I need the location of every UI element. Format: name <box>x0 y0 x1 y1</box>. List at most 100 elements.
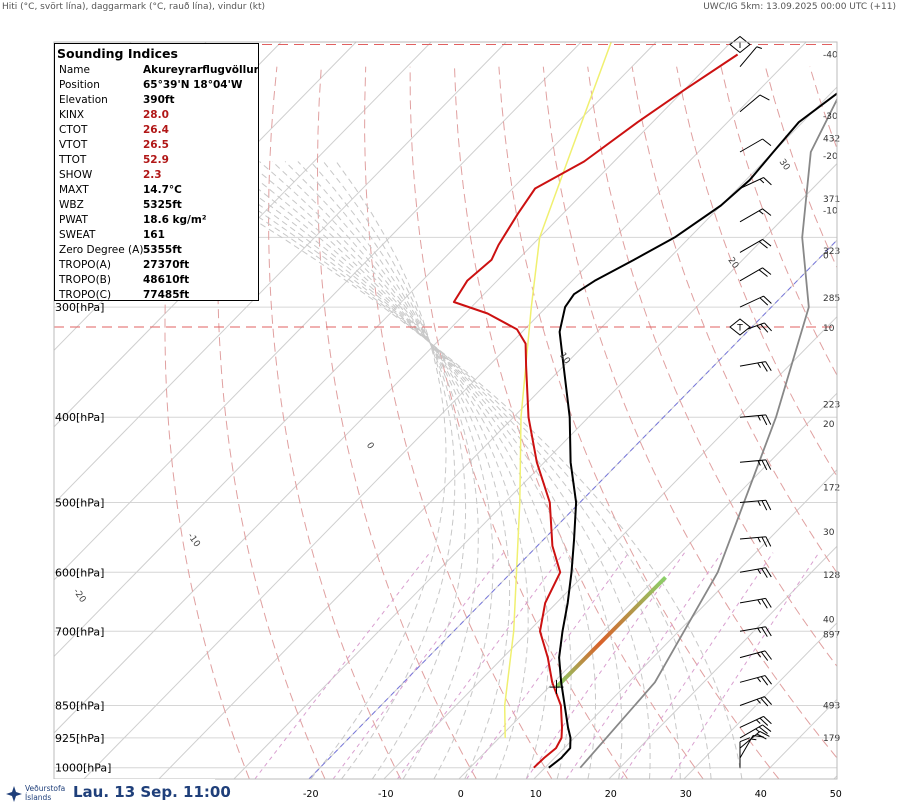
moist-adiabat-line <box>195 161 651 779</box>
mixing-ratio-line <box>332 552 504 779</box>
pressure-tick-label: 700[hPa] <box>55 625 104 638</box>
temperature-tick-label: 50 <box>830 789 842 800</box>
wind-barb <box>739 696 772 707</box>
index-row: TTOT 52.9 <box>57 153 258 168</box>
index-key: Zero Degree (A) <box>59 244 144 256</box>
isotherm-line <box>83 42 807 779</box>
index-value: 77485ft <box>143 289 190 301</box>
chart-caption: Hiti (°C, svört lína), daggarmark (°C, r… <box>2 2 266 12</box>
temperature-tick-label: 0 <box>458 789 464 800</box>
dry-adiabat-line <box>454 66 704 779</box>
right-axis-label: 179 <box>823 734 840 744</box>
index-row: TROPO(B) 48610ft <box>57 273 258 288</box>
isotherm-line <box>158 86 837 779</box>
mixing-ratio-line <box>620 552 774 779</box>
adiabat-label: 0 <box>364 441 376 452</box>
index-value: 5325ft <box>143 199 182 211</box>
wind-barb <box>739 238 772 253</box>
moist-adiabat-line <box>323 161 456 779</box>
index-value: 26.5 <box>143 139 169 151</box>
right-axis-label: 371 <box>823 195 840 205</box>
index-key: TTOT <box>59 154 87 166</box>
pressure-tick-label: 925[hPa] <box>55 732 104 745</box>
index-key: MAXT <box>59 184 89 196</box>
adiabat-label: 20 <box>725 256 740 271</box>
mixing-ratio-line <box>565 552 723 779</box>
wind-barb <box>739 177 772 189</box>
right-axis-label: 897 <box>823 631 840 641</box>
mixing-ratio-line <box>525 552 686 779</box>
wind-barb <box>739 267 772 282</box>
isotherm-line <box>533 469 837 779</box>
adiabat-label: 30 <box>777 157 792 172</box>
wind-barb <box>739 46 762 68</box>
moist-adiabat-line <box>284 161 494 779</box>
footer: Veðurstofa Íslands Lau. 13 Sep. 11:00 <box>0 779 231 808</box>
right-axis-label: 0 <box>823 251 829 261</box>
index-key: Name <box>59 64 90 76</box>
isotherm-line <box>608 545 837 779</box>
sounding-indices-panel: Sounding Indices Name Akureyrarflugvöllur… <box>54 43 259 301</box>
temperature-tick-label: -10 <box>378 789 394 800</box>
dry-adiabat-line <box>217 66 326 779</box>
logo-text: Veðurstofa Íslands <box>25 784 65 802</box>
right-axis-label: 432 <box>823 134 840 144</box>
isotherm-line <box>54 42 507 505</box>
right-axis-label: -30 <box>823 112 838 122</box>
wind-barb <box>739 459 772 471</box>
model-run-info: UWC/IG 5km: 13.09.2025 00:00 UTC (+11) <box>703 2 896 12</box>
wetbulb-zero-line <box>503 42 612 738</box>
wind-barb <box>739 414 772 426</box>
wind-barb <box>739 737 751 768</box>
pressure-tick-label: 500[hPa] <box>55 497 104 510</box>
wind-barb <box>739 208 772 223</box>
index-value: Akureyrarflugvöllur <box>143 64 259 76</box>
mixing-ratio-line <box>670 552 820 779</box>
moist-adiabat-line <box>259 161 529 779</box>
index-value: 26.4 <box>143 124 169 136</box>
index-row: Name Akureyrarflugvöllur <box>57 63 259 78</box>
temperature-tick-label: 20 <box>605 789 617 800</box>
dry-adiabat-line <box>268 66 402 779</box>
dewpoint-line <box>452 53 739 769</box>
index-key: PWAT <box>59 214 88 226</box>
index-row: PWAT 18.6 kg/m² <box>57 213 258 228</box>
index-row: KINX 28.0 <box>57 108 258 123</box>
wind-barb <box>739 295 772 308</box>
moist-adiabat-line <box>169 161 712 779</box>
panel-rows: Name Akureyrarflugvöllur Position 65°39'N 1… <box>57 63 259 303</box>
index-row: TROPO(C) 77485ft <box>57 288 258 303</box>
tropopause-label: T <box>736 324 743 334</box>
index-value: 65°39'N 18°04'W <box>143 79 243 91</box>
wind-barb <box>739 730 770 749</box>
index-row: SHOW 2.3 <box>57 168 258 183</box>
right-axis-label: 10 <box>823 324 835 334</box>
right-axis-label: 493 <box>823 702 840 712</box>
reference-line <box>308 239 837 779</box>
pressure-tick-label: 400[hPa] <box>55 411 104 424</box>
lift-segment <box>555 575 667 689</box>
adiabat-label: -10 <box>185 532 202 550</box>
right-axis-label: 20 <box>823 420 835 430</box>
wind-barb <box>739 724 772 739</box>
index-value: 48610ft <box>143 274 190 286</box>
panel-title: Sounding Indices <box>57 46 178 61</box>
dry-adiabat-line <box>542 66 837 759</box>
right-axis-label: -10 <box>823 206 838 216</box>
wind-barb <box>739 734 764 759</box>
wind-barb <box>739 499 772 511</box>
index-row: Elevation 390ft <box>57 93 258 108</box>
wind-barb <box>739 536 772 547</box>
index-value: 161 <box>143 229 165 241</box>
index-value: 18.6 kg/m² <box>143 214 207 226</box>
index-value: 28.0 <box>143 109 169 121</box>
index-value: 14.7°C <box>143 184 182 196</box>
right-axis-label: -40 <box>823 51 838 61</box>
isotherm-line <box>833 775 837 779</box>
wind-barb <box>739 567 772 578</box>
temperature-tick-label: 30 <box>680 789 692 800</box>
index-key: VTOT <box>59 139 88 151</box>
index-key: TROPO(C) <box>59 289 112 301</box>
index-row: TROPO(A) 27370ft <box>57 258 258 273</box>
